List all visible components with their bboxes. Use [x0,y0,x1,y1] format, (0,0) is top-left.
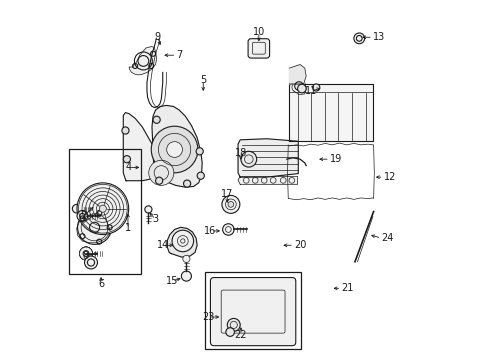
Circle shape [183,255,190,262]
Circle shape [80,247,92,260]
Text: 17: 17 [221,189,233,199]
Circle shape [172,230,193,252]
FancyBboxPatch shape [247,39,269,58]
Text: 15: 15 [165,276,178,286]
Circle shape [80,247,92,260]
Circle shape [72,204,81,213]
Circle shape [222,224,234,235]
Circle shape [227,319,240,331]
Text: 6: 6 [98,279,104,289]
Polygon shape [123,113,159,181]
Circle shape [148,160,174,185]
Polygon shape [291,77,305,95]
Polygon shape [167,227,197,257]
Circle shape [151,126,198,173]
Polygon shape [289,84,372,141]
Polygon shape [289,64,305,84]
Circle shape [123,156,130,163]
FancyBboxPatch shape [210,278,295,346]
Polygon shape [129,46,156,75]
Polygon shape [77,211,113,243]
Circle shape [80,247,92,260]
Text: 7: 7 [176,50,182,60]
Circle shape [99,205,106,212]
Circle shape [297,84,305,93]
Circle shape [153,116,160,123]
Bar [204,272,301,349]
Circle shape [183,180,190,187]
Text: 1: 1 [124,224,131,233]
Circle shape [353,33,364,44]
Text: 10: 10 [252,27,264,37]
Circle shape [80,247,92,260]
Circle shape [196,148,203,155]
Circle shape [181,271,191,281]
Circle shape [197,172,204,179]
Circle shape [84,256,97,269]
Text: 22: 22 [234,330,246,340]
Ellipse shape [78,210,111,244]
Polygon shape [152,105,202,187]
Text: 19: 19 [329,154,342,164]
Text: 24: 24 [381,233,393,243]
Text: 2: 2 [81,211,87,221]
Text: 12: 12 [383,172,395,182]
Circle shape [144,206,152,213]
Text: 4: 4 [126,162,132,172]
Text: 3: 3 [152,215,158,224]
Circle shape [77,211,88,221]
Text: 16: 16 [204,226,216,236]
Bar [69,149,140,274]
Text: 8: 8 [82,251,88,261]
Text: 13: 13 [372,32,385,42]
Text: 14: 14 [156,240,168,250]
Polygon shape [238,139,298,177]
Circle shape [77,183,128,234]
Circle shape [122,127,129,134]
Text: 18: 18 [234,148,246,158]
Text: 5: 5 [200,75,206,85]
Circle shape [80,247,92,260]
Circle shape [155,177,163,184]
Circle shape [241,151,256,167]
Text: 20: 20 [293,240,306,250]
Circle shape [312,84,319,91]
Circle shape [225,328,234,336]
Circle shape [227,202,233,207]
Circle shape [80,247,92,260]
Circle shape [166,141,182,157]
Text: 11: 11 [304,86,316,96]
Polygon shape [238,176,297,184]
Text: 23: 23 [202,312,214,322]
Circle shape [80,247,92,260]
Text: 21: 21 [341,283,353,293]
Text: 9: 9 [154,32,161,41]
Circle shape [222,195,239,213]
